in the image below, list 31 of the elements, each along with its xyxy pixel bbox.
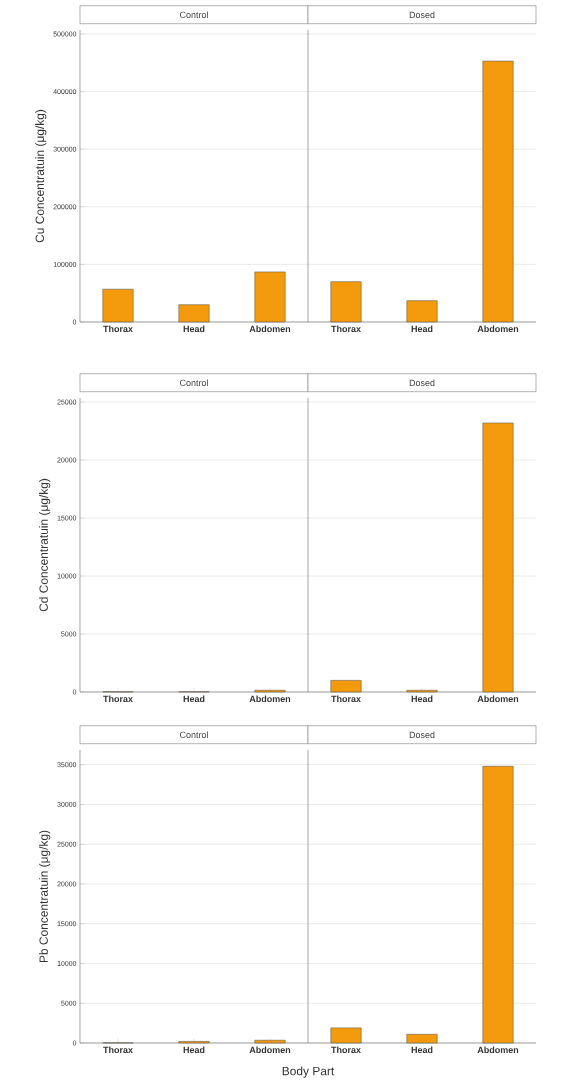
- x-tick-label: Abdomen: [249, 1046, 291, 1054]
- bar: [102, 288, 134, 323]
- x-tick-label: Head: [183, 695, 205, 703]
- y-axis-title: Cd Concentratuin (μg/kg): [39, 478, 51, 612]
- y-axis-title: Cu Concentratuin (μg/kg): [35, 109, 47, 243]
- bar: [178, 304, 210, 323]
- x-tick-label: Abdomen: [477, 695, 519, 703]
- x-tick-label: Thorax: [103, 325, 133, 333]
- x-tick-label: Abdomen: [477, 325, 519, 333]
- x-axis-title: Body Part: [282, 1066, 335, 1078]
- x-tick-label: Abdomen: [249, 325, 291, 333]
- chart-title: Control: [180, 11, 208, 19]
- bar: [254, 271, 286, 323]
- chart-title: Control: [180, 379, 208, 387]
- chart-title: Dosed: [409, 379, 435, 387]
- x-tick-label: Head: [183, 325, 205, 333]
- x-tick-label: Thorax: [331, 695, 361, 703]
- x-tick-label: Abdomen: [249, 695, 291, 703]
- x-tick-label: Head: [411, 1046, 433, 1054]
- y-axis-title: Pb Concentratuin (μg/kg): [39, 830, 51, 963]
- x-tick-label: Head: [183, 1046, 205, 1054]
- chart-title: Dosed: [409, 11, 435, 19]
- chart-title: Dosed: [409, 731, 435, 739]
- x-tick-label: Thorax: [331, 1046, 361, 1054]
- x-tick-label: Thorax: [103, 695, 133, 703]
- x-tick-label: Head: [411, 695, 433, 703]
- x-tick-label: Head: [411, 325, 433, 333]
- x-tick-label: Abdomen: [477, 1046, 519, 1054]
- x-tick-label: Thorax: [103, 1046, 133, 1054]
- chart-title: Control: [180, 731, 208, 739]
- x-tick-label: Thorax: [331, 325, 361, 333]
